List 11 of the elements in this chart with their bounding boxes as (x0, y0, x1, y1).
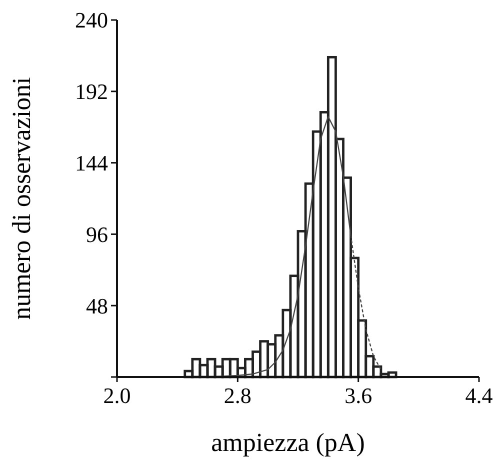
x-tick-label: 3.6 (344, 383, 372, 408)
y-tick-label: 48 (86, 293, 108, 318)
y-tick-label: 240 (75, 8, 108, 33)
x-tick-label: 2.0 (103, 383, 131, 408)
x-axis-title: ampiezza (pA) (211, 428, 365, 457)
y-tick-label: 144 (75, 150, 108, 176)
y-tick-label: 96 (86, 222, 108, 247)
x-tick-label: 2.8 (224, 383, 252, 408)
y-axis-title: numero di osservazioni (7, 77, 36, 320)
y-tick-label: 192 (75, 79, 108, 104)
x-tick-label: 4.4 (465, 383, 493, 408)
